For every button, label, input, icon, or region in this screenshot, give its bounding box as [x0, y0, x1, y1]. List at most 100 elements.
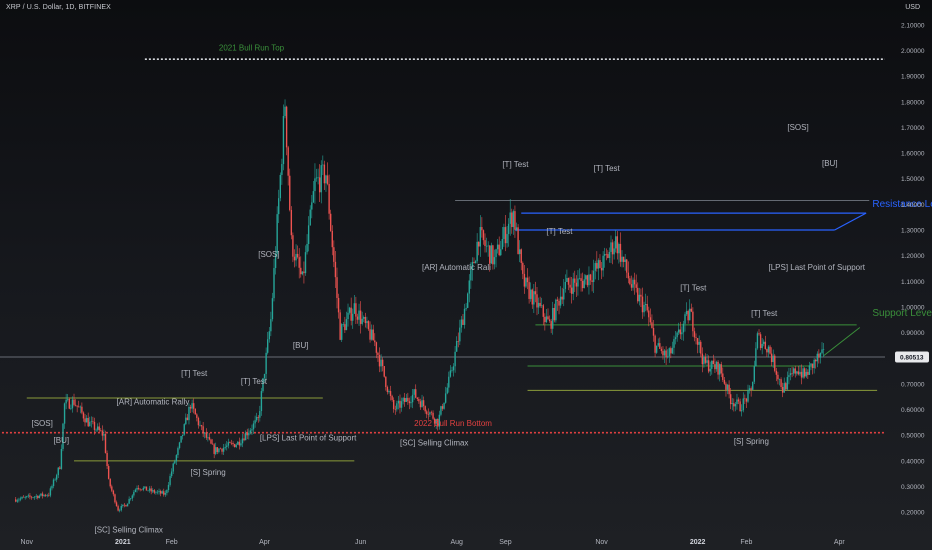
candle-body-293	[476, 241, 478, 262]
candle-body-513	[822, 348, 825, 350]
candle-body-85	[148, 488, 151, 491]
candle-body-502	[805, 371, 807, 377]
candle-body-87	[152, 490, 154, 492]
candle-body-402	[648, 310, 650, 318]
candle-body-364	[588, 274, 590, 286]
candle-body-21	[48, 495, 50, 496]
candle-body-191	[315, 177, 318, 179]
candle-body-5	[22, 496, 25, 498]
candle-body-165	[274, 253, 277, 269]
x-tick-label-3: Apr	[259, 539, 271, 546]
candle-body-479	[769, 346, 771, 354]
annotation-label-5: [BU]	[54, 436, 70, 445]
candle-body-453	[728, 384, 730, 395]
candle-body-243	[397, 400, 400, 404]
candle-body-75	[133, 492, 135, 496]
candle-body-344	[556, 299, 559, 301]
candle-body-218	[358, 310, 360, 320]
annotation-label-19: [T] Test	[680, 283, 707, 292]
candle-body-353	[570, 287, 573, 294]
candle-body-331	[536, 294, 538, 308]
candle-body-436	[701, 353, 704, 365]
candle-body-148	[248, 432, 250, 436]
candle-body-155	[259, 411, 261, 418]
annotation-label-22: [LPS] Last Point of Support	[768, 263, 865, 272]
candle-body-408	[657, 343, 659, 346]
candle-body-416	[670, 348, 672, 354]
candle-body-419	[674, 337, 677, 340]
annotation-label-11: [LPS] Last Point of Support	[260, 433, 357, 442]
candle-body-254	[415, 389, 417, 398]
candle-body-173	[287, 147, 289, 176]
candle-body-26	[55, 475, 58, 480]
candle-body-17	[41, 493, 44, 496]
candle-body-197	[325, 175, 327, 184]
candle-body-500	[802, 368, 804, 378]
candle-body-160	[267, 339, 269, 353]
candle-body-270	[440, 406, 442, 415]
candle-body-272	[443, 402, 445, 409]
candle-body-0	[15, 499, 17, 502]
candle-body-34	[68, 399, 70, 409]
candle-body-274	[446, 387, 448, 394]
candle-body-105	[180, 435, 182, 443]
candle-body-61	[111, 486, 113, 491]
y-tick-label-17: 0.40000	[901, 458, 925, 465]
candle-body-268	[437, 418, 439, 427]
candle-body-53	[98, 426, 100, 431]
candle-body-103	[177, 448, 179, 456]
candle-body-151	[252, 423, 255, 430]
candle-body-234	[383, 366, 385, 377]
candle-body-456	[733, 403, 735, 407]
candle-body-238	[389, 391, 392, 396]
candle-body-420	[676, 332, 678, 338]
candle-body-383	[618, 243, 620, 254]
candle-body-354	[572, 278, 574, 294]
candle-body-204	[336, 277, 338, 298]
candle-body-384	[619, 243, 622, 262]
candle-body-491	[788, 375, 790, 378]
drawing-layer	[0, 58, 885, 462]
symbol-title[interactable]: XRP / U.S. Dollar, 1D, BITFINEX	[6, 4, 111, 11]
candle-body-298	[484, 240, 486, 247]
candle-body-286	[465, 307, 467, 309]
candle-body-81	[142, 487, 145, 490]
x-tick-label-6: Sep	[499, 539, 512, 546]
candle-body-111	[189, 406, 192, 409]
candle-body-355	[574, 278, 576, 283]
candle-body-54	[100, 430, 102, 431]
candle-body-438	[704, 356, 707, 363]
candle-body-377	[608, 251, 611, 258]
candle-body-12	[33, 496, 36, 498]
candle-body-223	[366, 321, 368, 324]
candle-body-400	[644, 304, 647, 306]
candle-body-499	[800, 371, 803, 378]
candle-body-84	[147, 490, 149, 492]
candle-body-409	[659, 343, 661, 349]
candle-body-146	[244, 432, 247, 441]
candle-body-304	[493, 257, 496, 265]
candle-body-195	[322, 164, 324, 166]
candle-body-41	[79, 406, 82, 408]
candle-body-421	[678, 329, 680, 333]
candle-body-119	[202, 426, 204, 434]
candle-body-396	[638, 294, 641, 302]
candle-body-271	[441, 406, 444, 409]
candle-body-406	[654, 335, 656, 353]
candle-body-283	[460, 319, 463, 328]
candle-body-246	[402, 398, 404, 402]
candle-body-36	[71, 399, 74, 409]
candle-body-167	[278, 198, 280, 215]
candle-body-342	[553, 307, 556, 321]
candle-body-314	[509, 212, 511, 224]
candle-body-492	[789, 373, 792, 376]
last-price-badge	[895, 351, 929, 363]
candle-body-350	[566, 278, 568, 282]
candle-body-325	[526, 277, 529, 283]
candle-body-126	[213, 444, 215, 454]
candle-body-305	[495, 249, 497, 258]
candle-body-71	[126, 503, 129, 507]
candle-body-330	[534, 291, 537, 295]
axes-layer: 2.10000 2.00000 1.90000 1.80000 1.70000 1.600…	[21, 22, 929, 546]
